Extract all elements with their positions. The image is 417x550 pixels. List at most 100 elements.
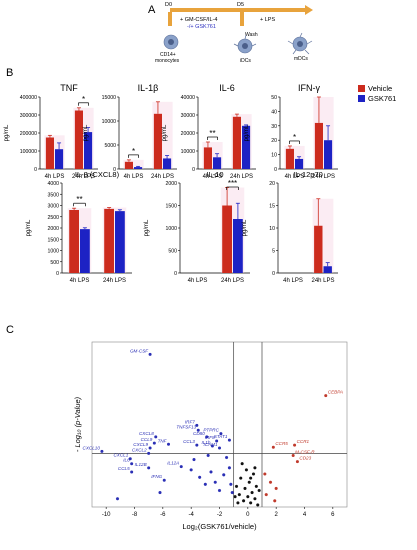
- gene-label: IL12B: [135, 462, 147, 467]
- chart-title: TNF: [60, 83, 78, 93]
- x-tick-label: 4h LPS: [283, 278, 303, 284]
- y-tick-label: 10000: [102, 119, 117, 125]
- y-tick-label: 15: [269, 204, 275, 210]
- bar-group-bg: [123, 159, 144, 169]
- d0-label: D0: [165, 2, 172, 8]
- volcano-point: [256, 503, 260, 507]
- y-tick-label: 3500: [47, 192, 59, 198]
- x-tick-label: 0: [246, 512, 250, 518]
- volcano-point: [222, 473, 226, 477]
- volcano-point-labeled: [205, 435, 209, 439]
- volcano-point-labeled: [215, 439, 219, 443]
- y-tick-label: 1000: [165, 226, 177, 232]
- x-tick-label: 24h LPS: [151, 174, 174, 180]
- volcano-point: [268, 480, 273, 484]
- volcano-point-labeled: [179, 465, 183, 469]
- volcano-point: [251, 472, 256, 476]
- volcano-point-labeled: [162, 478, 166, 482]
- y-axis-label: pg/mL: [4, 124, 10, 141]
- timeline-tick-d0: [168, 12, 172, 26]
- gene-label: CD80: [193, 431, 205, 436]
- x-tick-label: 4h LPS: [124, 174, 144, 180]
- gene-label: IFNG: [151, 474, 162, 479]
- volcano-point: [203, 482, 207, 486]
- chart-title: IFN-γ: [298, 83, 320, 93]
- y-tick-label: 300000: [20, 113, 37, 119]
- y-tick-label: 10000: [181, 149, 196, 155]
- volcano-point: [213, 480, 217, 484]
- volcano-point-labeled: [219, 432, 223, 436]
- mdc-cell-icon: [287, 32, 313, 55]
- monocyte-label: CD14+: [160, 52, 176, 58]
- volcano-point: [227, 466, 231, 470]
- bar-vehicle: [314, 122, 323, 169]
- y-axis-label: - Log₁₀ (p-Value): [73, 396, 82, 452]
- gene-label: IL1b: [201, 440, 210, 445]
- volcano-point: [115, 497, 120, 501]
- bar-vehicle: [104, 208, 114, 273]
- gene-label: CCL3: [183, 439, 195, 444]
- y-tick-label: 0: [113, 167, 116, 173]
- y-tick-label: 500: [50, 260, 59, 266]
- volcano-point: [158, 491, 162, 495]
- y-tick-label: 4000: [47, 181, 59, 187]
- bar-gsk: [213, 157, 222, 169]
- x-tick-label: -2: [217, 512, 223, 518]
- volcano-point-labeled: [324, 394, 328, 398]
- y-tick-label: 1500: [165, 204, 177, 210]
- panel-a: A D0 D5 + GM-CSF/IL-4 -/+ GSK761 + LPS W…: [148, 2, 313, 64]
- significance-marker: **: [76, 195, 82, 204]
- volcano-point: [234, 484, 239, 488]
- y-axis-label: pg/mL: [144, 219, 150, 236]
- y-tick-label: 0: [174, 271, 177, 277]
- y-tick-label: 0: [192, 167, 195, 173]
- volcano-point-labeled: [195, 423, 199, 427]
- x-tick-label: -8: [132, 512, 138, 518]
- bar-chart-6: IL-12p70 pg/mL 0 5 10 15 20 4h LPS 24h LPS: [242, 170, 338, 284]
- volcano-point: [239, 476, 243, 480]
- x-tick-label: 2: [274, 512, 278, 518]
- gene-label: CCL9: [141, 437, 153, 442]
- gene-label: IRF8: [205, 435, 215, 440]
- significance-marker: ***: [228, 179, 237, 188]
- bar-gsk: [163, 158, 172, 169]
- mdc-label: mDCs: [294, 56, 308, 62]
- chart-title: IL-8 (CXCL8): [75, 170, 120, 179]
- y-tick-label: 1000: [47, 249, 59, 255]
- lps-label: + LPS: [260, 17, 275, 23]
- y-tick-label: 40: [271, 109, 277, 115]
- x-tick-label: -10: [102, 512, 111, 518]
- volcano-point-labeled: [295, 460, 299, 464]
- panel-b-label: B: [6, 67, 13, 79]
- volcano-point: [233, 495, 237, 499]
- volcano-point-labeled: [210, 444, 214, 448]
- x-tick-label: 4h LPS: [70, 278, 90, 284]
- volcano-point: [250, 491, 254, 495]
- y-tick-label: 20: [271, 138, 277, 144]
- y-tick-label: 3000: [47, 204, 59, 210]
- volcano-point: [189, 468, 193, 472]
- gene-label: CXCL10: [83, 445, 101, 450]
- y-tick-label: 5: [272, 249, 275, 255]
- volcano-point: [254, 484, 258, 488]
- volcano-point-labeled: [148, 446, 152, 450]
- bar-vehicle: [45, 137, 54, 169]
- volcano-point-labeled: [147, 451, 151, 455]
- volcano-point-labeled: [167, 442, 170, 446]
- bar-gsk: [80, 229, 90, 273]
- bar-gsk: [295, 158, 304, 169]
- gene-label: CEBPA: [328, 390, 343, 395]
- volcano-point: [244, 468, 248, 472]
- bar-gsk: [233, 219, 243, 273]
- idc-cell-icon: [233, 34, 257, 54]
- x-tick-label: 4h LPS: [188, 278, 208, 284]
- y-tick-label: 0: [56, 271, 59, 277]
- volcano-point-labeled: [195, 443, 199, 447]
- x-tick-label: 6: [331, 512, 335, 518]
- y-tick-label: 400000: [20, 95, 37, 101]
- y-tick-label: 200000: [20, 131, 37, 137]
- timeline-bar: [170, 8, 305, 12]
- y-tick-label: 40000: [181, 95, 196, 101]
